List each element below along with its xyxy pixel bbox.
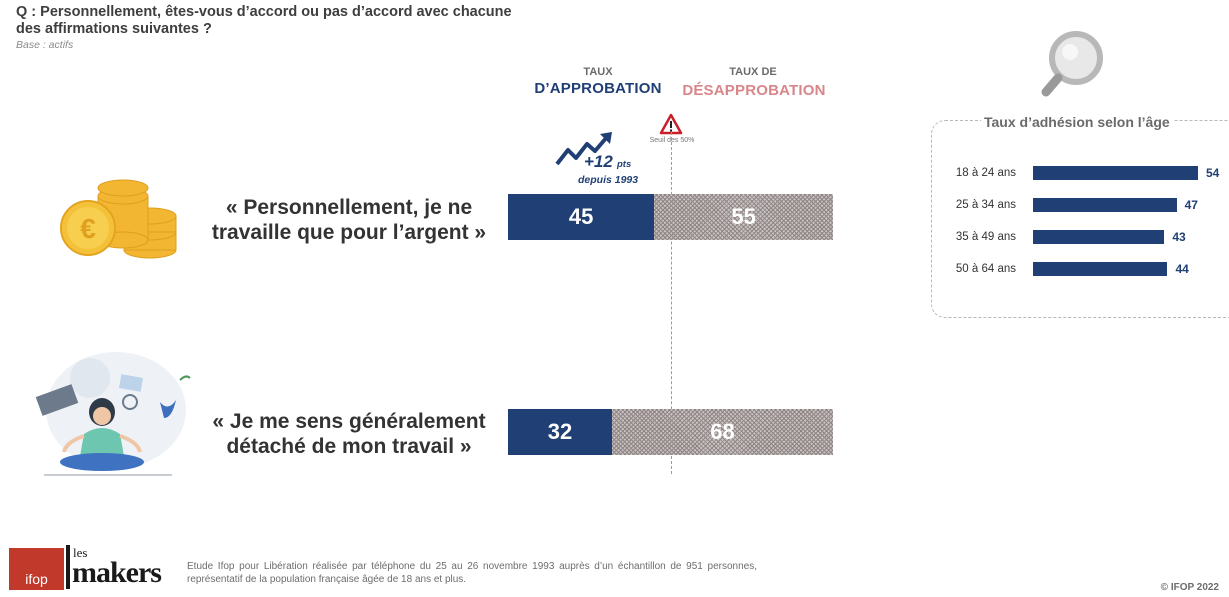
statement-1-line1: « Personnellement, je ne [225,196,473,219]
age-label-2: 25 à 34 ans [955,199,1016,211]
age-value-3: 43 [1172,230,1186,244]
age-bar-4 [1033,262,1168,276]
threshold-line [671,132,672,474]
svg-text:€: € [80,213,96,244]
statement-2-line2: détaché de mon travail » [226,435,472,458]
disapproval-bar-1: 55 [654,194,833,240]
age-label-4: 50 à 64 ans [955,263,1016,275]
les-makers-logo-les: les [73,545,88,560]
trend-arrow-icon [555,132,612,166]
approval-header-small: TAUX [583,66,613,78]
base-note: Base : actifs [16,39,74,51]
approval-bar-2: 32 [508,409,612,455]
age-bar-2 [1033,198,1177,212]
approval-value-1: 45 [568,204,594,229]
approval-bar-1: 45 [508,194,655,240]
age-value-4: 44 [1175,262,1189,276]
coins-euro-icon: € [60,179,177,259]
approval-header-big: D’APPROBATION [534,80,662,97]
age-box [931,120,1229,318]
logo-divider [66,545,70,589]
trend-since: depuis 1993 [578,174,639,186]
meditation-illustration [35,352,191,476]
magnifier-icon [1041,31,1103,97]
disapproval-value-1: 55 [731,204,756,229]
age-label-1: 18 à 24 ans [955,167,1016,179]
threshold-label: Seuil des 50% [649,137,695,144]
statement-1-line2: travaille que pour l’argent » [211,221,487,244]
statement-2: « Je me sens généralement détaché de mon… [192,409,506,459]
age-box-title: Taux d’adhésion selon l’âge [981,114,1173,130]
disapproval-value-2: 68 [710,419,735,444]
trend-value: +12 [584,152,613,171]
statement-2-line1: « Je me sens généralement [212,410,486,433]
footer-methodology: Etude Ifop pour Libération réalisée par … [187,561,757,585]
trend-unit: pts [617,159,632,170]
ifop-logo: ifop [9,548,64,590]
copyright: © IFOP 2022 [1160,582,1219,593]
disapproval-bar-2: 68 [612,409,833,455]
disapproval-header-small: TAUX DE [729,66,777,78]
age-label-3: 35 à 49 ans [955,231,1016,243]
question-title: Q : Personnellement, êtes-vous d’accord … [16,4,512,37]
age-value-2: 47 [1184,198,1198,212]
age-value-1: 54 [1206,166,1220,180]
approval-value-2: 32 [547,419,573,444]
disapproval-header-big: DÉSAPPROBATION [682,82,826,99]
age-bar-3 [1033,230,1165,244]
statement-1: « Personnellement, je ne travaille que p… [192,195,506,245]
age-bar-1 [1033,166,1198,180]
les-makers-logo: makers [72,556,162,589]
